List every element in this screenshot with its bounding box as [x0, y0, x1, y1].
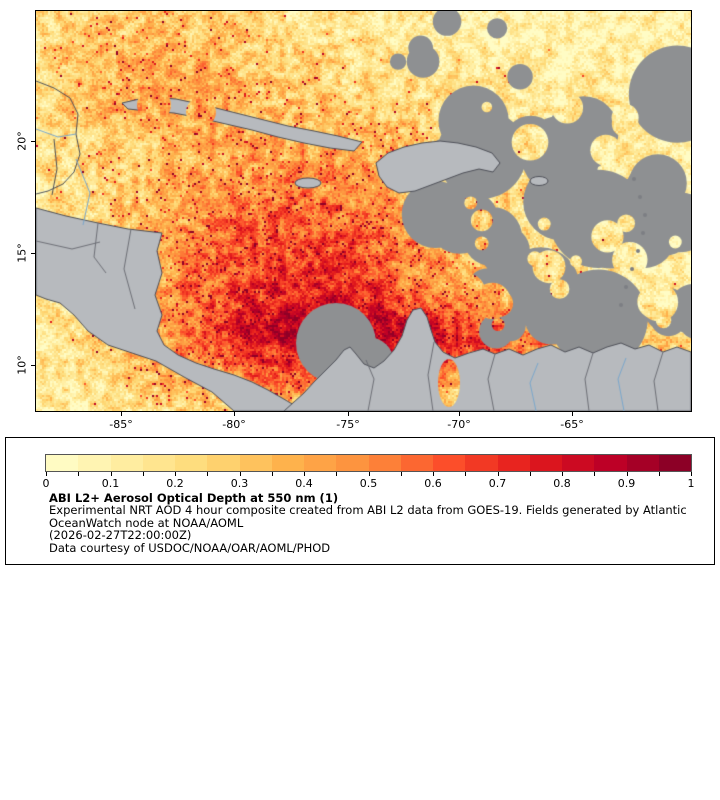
- colorbar-segment: [142, 455, 175, 471]
- colorbar-segment: [562, 455, 595, 471]
- lat-tick: [31, 141, 35, 142]
- colorbar-tick: [626, 472, 628, 476]
- lat-tick: [31, 365, 35, 366]
- colorbar-segment: [368, 455, 401, 471]
- colorbar-tick: [529, 472, 531, 476]
- colorbar-segment: [78, 455, 111, 471]
- colorbar-tick-label: 0: [42, 477, 50, 490]
- colorbar-tick: [400, 472, 402, 476]
- lon-tick: [234, 412, 235, 416]
- colorbar-tick: [304, 472, 305, 476]
- colorbar-tick-label: 1: [687, 477, 695, 490]
- legend-description-line2: OceanWatch node at NOAA/AOML: [49, 515, 244, 530]
- lon-tick-label: -70°: [447, 418, 471, 431]
- colorbar-segment: [239, 455, 272, 471]
- colorbar-segment: [626, 455, 659, 471]
- lat-tick-label: 20°: [15, 131, 29, 151]
- lon-tick-label: -85°: [109, 418, 133, 431]
- colorbar-tick-label: 0.3: [230, 477, 249, 490]
- legend-timestamp: (2026-02-27T22:00:00Z): [49, 528, 192, 543]
- colorbar-tick-label: 0.7: [488, 477, 507, 490]
- colorbar-segment: [271, 455, 304, 471]
- colorbar-tick-label: 0.6: [424, 477, 442, 490]
- colorbar-tick: [142, 472, 144, 476]
- lon-tick: [572, 412, 573, 416]
- colorbar-tick: [78, 472, 80, 476]
- colorbar-segment: [658, 455, 691, 471]
- colorbar-segment: [529, 455, 562, 471]
- colorbar-segment: [433, 455, 466, 471]
- colorbar-tick: [691, 472, 692, 476]
- colorbar-segment: [46, 455, 79, 471]
- lat-tick-label: 10°: [15, 355, 29, 375]
- colorbar-tick-label: 0.5: [359, 477, 378, 490]
- colorbar-tick-label: 0.9: [617, 477, 636, 490]
- colorbar-segment: [304, 455, 337, 471]
- colorbar-tick: [497, 472, 499, 476]
- colorbar-tick-label: 0.2: [166, 477, 184, 490]
- colorbar-tick: [271, 472, 273, 476]
- map-frame: 20° 15° 10° -85° -80° -75° -70° -65°: [16, 10, 692, 431]
- colorbar-tick: [368, 472, 370, 476]
- colorbar-tick: [110, 472, 112, 476]
- colorbar-tick: [46, 472, 47, 476]
- colorbar-tick: [465, 472, 467, 476]
- colorbar-tick: [175, 472, 176, 476]
- colorbar-tick-label: 0.4: [295, 477, 313, 490]
- colorbar-segment: [400, 455, 433, 471]
- colorbar-segment: [207, 455, 240, 471]
- lon-tick-label: -75°: [336, 418, 360, 431]
- lat-tick-label: 15°: [15, 243, 29, 263]
- lon-tick-label: -65°: [560, 418, 584, 431]
- colorbar-tick: [562, 472, 563, 476]
- colorbar-segment: [336, 455, 369, 471]
- aod-map-canvas: [36, 11, 691, 411]
- lon-tick: [121, 412, 122, 416]
- colorbar-tick: [207, 472, 209, 476]
- colorbar-tick: [336, 472, 338, 476]
- colorbar-segment: [497, 455, 530, 471]
- lon-tick-label: -80°: [222, 418, 246, 431]
- lat-tick: [31, 253, 35, 254]
- colorbar: [45, 454, 692, 472]
- legend-title: ABI L2+ Aerosol Optical Depth at 550 nm …: [49, 491, 339, 505]
- colorbar-tick-label: 0.8: [553, 477, 571, 490]
- colorbar-segment: [110, 455, 143, 471]
- colorbar-segment: [465, 455, 498, 471]
- colorbar-tick: [239, 472, 241, 476]
- lon-tick: [459, 412, 460, 416]
- colorbar-segment: [594, 455, 627, 471]
- legend-description-line1: Experimental NRT AOD 4 hour composite cr…: [49, 503, 687, 518]
- colorbar-tick: [594, 472, 596, 476]
- colorbar-tick: [658, 472, 660, 476]
- legend-text: ABI L2+ Aerosol Optical Depth at 550 nm …: [49, 492, 687, 554]
- lon-tick: [348, 412, 349, 416]
- colorbar-tick-label: 0.1: [101, 477, 120, 490]
- colorbar-segment: [175, 455, 208, 471]
- legend-box: ABI L2+ Aerosol Optical Depth at 550 nm …: [5, 437, 715, 565]
- colorbar-tick: [433, 472, 434, 476]
- legend-courtesy: Data courtesy of USDOC/NOAA/OAR/AOML/PHO…: [49, 540, 331, 555]
